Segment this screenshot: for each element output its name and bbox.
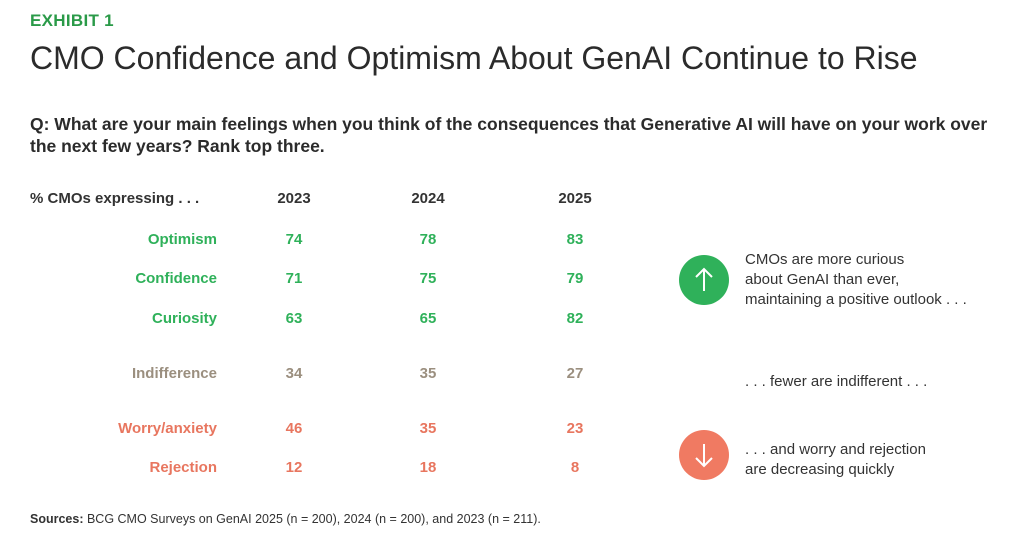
cell-confidence-2023: 71 bbox=[285, 270, 303, 287]
cell-curiosity-2025: 82 bbox=[566, 310, 584, 327]
annotation-negative-line-2: are decreasing quickly bbox=[745, 461, 895, 478]
row-label-confidence: Confidence bbox=[135, 270, 217, 287]
cell-rejection-2024: 18 bbox=[419, 459, 437, 476]
annotation-positive-line-2: about GenAI than ever, bbox=[745, 271, 900, 288]
arrow-up-icon bbox=[679, 255, 729, 305]
row-label-rejection: Rejection bbox=[149, 459, 217, 476]
row-label-indifference: Indifference bbox=[131, 365, 217, 382]
annotation-neutral-line-1: . . . fewer are indifferent . . . bbox=[745, 373, 928, 390]
column-header-2024: 2024 bbox=[411, 190, 445, 207]
cell-optimism-2024: 78 bbox=[419, 231, 437, 248]
annotation-positive-line-3: maintaining a positive outlook . . . bbox=[745, 291, 967, 308]
exhibit-label: EXHIBIT 1 bbox=[30, 11, 114, 30]
cell-optimism-2025: 83 bbox=[566, 231, 584, 248]
row-label-curiosity: Curiosity bbox=[151, 310, 217, 327]
page-title: CMO Confidence and Optimism About GenAI … bbox=[30, 40, 918, 76]
cell-indifference-2025: 27 bbox=[566, 365, 584, 382]
cell-optimism-2023: 74 bbox=[285, 231, 303, 248]
cell-curiosity-2024: 65 bbox=[419, 310, 437, 327]
survey-question: Q: What are your main feelings when you … bbox=[30, 114, 988, 156]
cell-rejection-2025: 8 bbox=[570, 459, 580, 476]
cell-indifference-2023: 34 bbox=[285, 365, 303, 382]
annotation-negative: . . . and worry and rejection are decrea… bbox=[745, 440, 926, 480]
column-header-2025: 2025 bbox=[558, 190, 592, 207]
annotation-neutral: . . . fewer are indifferent . . . bbox=[745, 372, 927, 392]
cell-worry-2023: 46 bbox=[285, 420, 303, 437]
cell-curiosity-2023: 63 bbox=[285, 310, 303, 327]
row-label-worry-anxiety: Worry/anxiety bbox=[118, 420, 217, 437]
source-label: Sources: bbox=[30, 512, 84, 526]
source-note: Sources: BCG CMO Surveys on GenAI 2025 (… bbox=[30, 512, 541, 526]
annotation-positive: CMOs are more curious about GenAI than e… bbox=[745, 250, 967, 310]
column-header-2023: 2023 bbox=[277, 190, 311, 207]
cell-worry-2024: 35 bbox=[419, 420, 437, 437]
row-label-optimism: Optimism bbox=[147, 231, 217, 248]
cell-indifference-2024: 35 bbox=[419, 365, 437, 382]
cell-confidence-2025: 79 bbox=[566, 270, 584, 287]
source-text: BCG CMO Surveys on GenAI 2025 (n = 200),… bbox=[83, 512, 541, 526]
cell-confidence-2024: 75 bbox=[419, 270, 437, 287]
cell-rejection-2023: 12 bbox=[285, 459, 303, 476]
annotation-negative-line-1: . . . and worry and rejection bbox=[745, 441, 926, 458]
arrow-down-icon bbox=[679, 430, 729, 480]
cell-worry-2025: 23 bbox=[566, 420, 584, 437]
annotation-positive-line-1: CMOs are more curious bbox=[745, 251, 905, 268]
row-header: % CMOs expressing . . . bbox=[30, 190, 200, 207]
